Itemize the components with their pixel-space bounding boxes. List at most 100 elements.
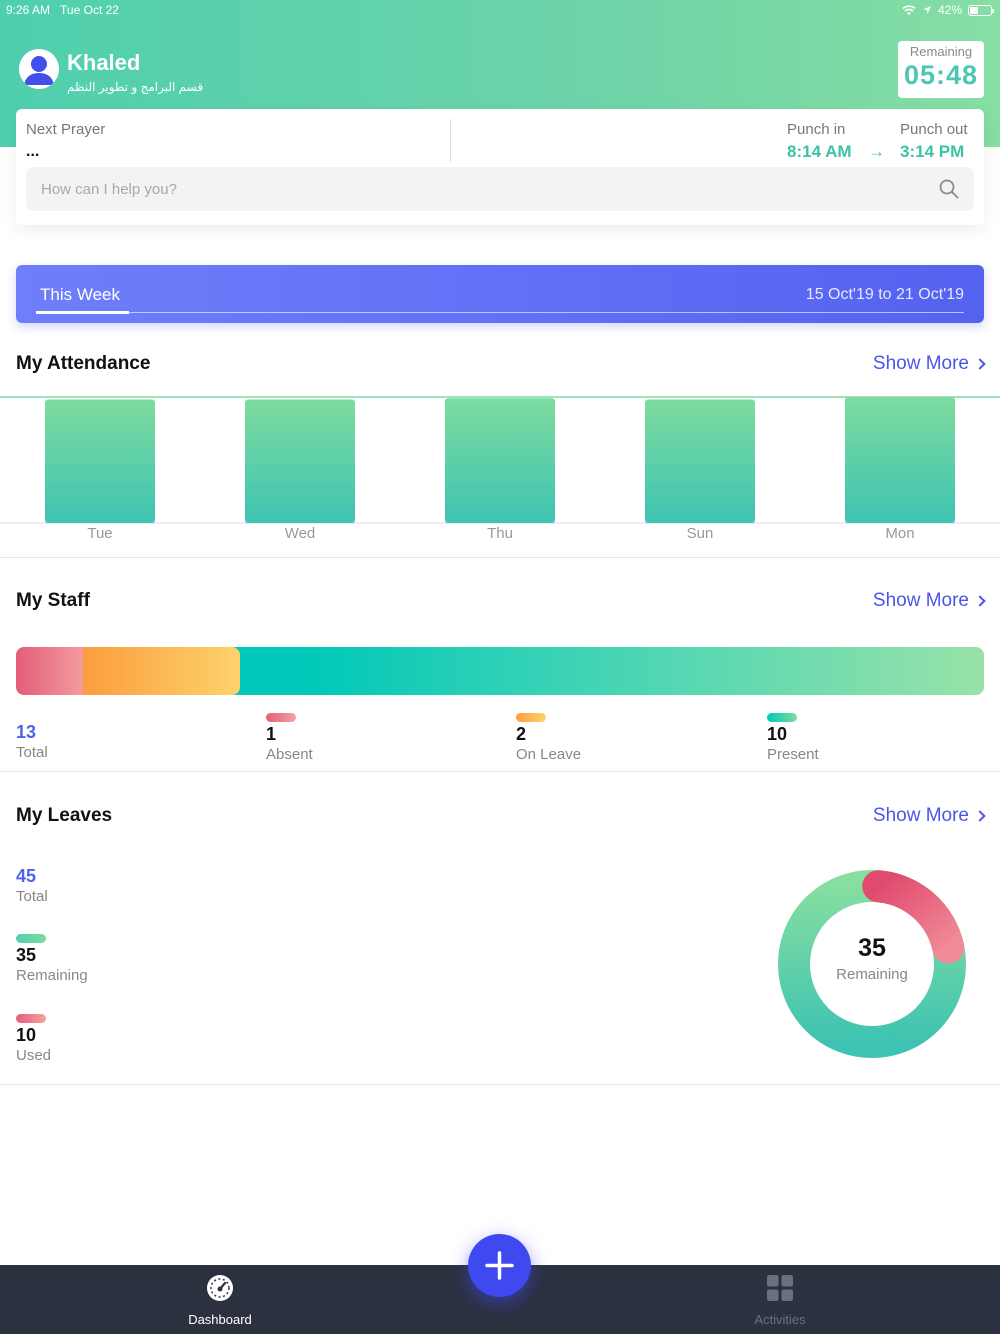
chevron-right-icon <box>974 358 986 370</box>
used-swatch <box>16 1014 46 1023</box>
leaves-used-label: Used <box>16 1047 52 1064</box>
leaves-donut-chart: 35 Remaining <box>778 870 966 1058</box>
grid-icon <box>767 1275 793 1301</box>
staff-status-bar <box>16 647 984 695</box>
staff-bar-on-leave <box>83 647 240 695</box>
status-date: Tue Oct 22 <box>60 3 119 17</box>
next-prayer-value: ... <box>26 143 40 160</box>
leaves-total: 45 Total <box>16 866 48 905</box>
punch-in-time: 8:14 AM <box>787 142 852 161</box>
chevron-right-icon <box>974 810 986 822</box>
tab-dashboard[interactable]: Dashboard <box>110 1265 330 1334</box>
attendance-show-more-label: Show More <box>872 353 969 374</box>
battery-percent: 42% <box>937 3 962 17</box>
avatar[interactable] <box>19 49 59 89</box>
remaining-time: 05:48 <box>903 60 979 90</box>
staff-on-leave: 2 On Leave <box>516 713 581 763</box>
staff-show-more-label: Show More <box>872 590 969 611</box>
search-input[interactable] <box>26 167 926 211</box>
leaves-title: My Leaves <box>16 805 113 826</box>
staff-absent-value: 1 <box>266 724 277 744</box>
info-card: Next Prayer ... Punch in 8:14 AM → Punch… <box>16 109 984 225</box>
tab-activities[interactable]: Activities <box>670 1265 890 1334</box>
section-divider <box>0 557 1000 558</box>
location-icon <box>922 6 931 14</box>
staff-absent: 1 Absent <box>266 713 313 763</box>
staff-total-value: 13 <box>16 722 37 742</box>
on-leave-swatch <box>516 713 546 722</box>
attendance-bar-tue <box>45 399 155 523</box>
chevron-right-icon <box>974 595 986 607</box>
punch-arrow-icon: → <box>868 142 885 161</box>
present-swatch <box>767 713 797 722</box>
week-label: This Week <box>40 285 120 304</box>
attendance-bar-wed <box>245 399 355 523</box>
dashboard-gauge-icon <box>207 1275 233 1301</box>
staff-title: My Staff <box>16 590 90 611</box>
attendance-tick-wed: Wed <box>285 525 316 542</box>
status-indicators: 42% <box>902 3 994 17</box>
staff-absent-label: Absent <box>266 746 313 763</box>
week-track-line <box>36 312 964 313</box>
donut-center-label: Remaining <box>836 966 908 983</box>
user-department: قسم البرامج و تطوير النظم <box>67 80 204 94</box>
punch-out-time: 3:14 PM <box>900 142 965 161</box>
card-divider <box>450 119 451 162</box>
absent-swatch <box>266 713 296 722</box>
wifi-icon <box>902 4 916 15</box>
punch-in-label: Punch in <box>787 121 846 138</box>
tab-dashboard-label: Dashboard <box>188 1312 252 1327</box>
staff-show-more-button[interactable]: Show More <box>872 590 986 612</box>
staff-present: 10 Present <box>767 713 819 763</box>
punch-out-label: Punch out <box>900 121 968 138</box>
staff-on-leave-label: On Leave <box>516 746 582 763</box>
status-time: 9:26 AM Tue Oct 22 <box>6 3 119 17</box>
attendance-show-more-button[interactable]: Show More <box>872 353 986 375</box>
section-divider <box>0 771 1000 772</box>
bottom-tab-bar: Dashboard Activities <box>0 1265 1000 1334</box>
attendance-chart: Tue Wed Thu Sun Mon <box>0 396 1000 542</box>
leaves-show-more-button[interactable]: Show More <box>872 805 986 827</box>
remaining-swatch <box>16 934 46 943</box>
status-bar: 9:26 AM Tue Oct 22 42% <box>0 0 1000 20</box>
donut-center-value: 35 <box>858 934 886 962</box>
attendance-tick-thu: Thu <box>487 525 513 542</box>
staff-bar-present <box>232 647 984 695</box>
week-selector[interactable]: This Week 15 Oct'19 to 21 Oct'19 <box>16 265 984 323</box>
status-clock: 9:26 AM <box>6 3 51 17</box>
attendance-bar-thu <box>445 398 555 523</box>
staff-on-leave-value: 2 <box>516 724 527 744</box>
leaves-remaining-value: 35 <box>16 945 37 965</box>
attendance-tick-tue: Tue <box>87 525 112 542</box>
staff-bar-absent <box>16 647 91 695</box>
search-icon[interactable] <box>938 178 960 200</box>
add-button[interactable] <box>468 1234 531 1297</box>
tab-activities-label: Activities <box>754 1312 806 1327</box>
leaves-total-value: 45 <box>16 866 37 886</box>
next-prayer-label: Next Prayer <box>26 121 106 138</box>
leaves-used: 10 Used <box>16 1014 51 1064</box>
staff-present-label: Present <box>767 746 819 763</box>
leaves-show-more-label: Show More <box>872 805 969 826</box>
attendance-tick-mon: Mon <box>885 525 914 542</box>
user-avatar-icon <box>19 49 59 89</box>
remaining-time-box: Remaining 05:48 <box>898 41 984 98</box>
week-active-underline <box>36 311 129 314</box>
week-date-range: 15 Oct'19 to 21 Oct'19 <box>805 286 964 303</box>
plus-icon <box>485 1251 514 1280</box>
section-divider <box>0 1084 1000 1085</box>
search-box <box>26 167 974 211</box>
staff-total: 13 Total <box>16 722 48 761</box>
leaves-used-value: 10 <box>16 1025 37 1045</box>
user-name: Khaled <box>67 50 141 75</box>
attendance-bar-mon <box>845 397 955 523</box>
remaining-label: Remaining <box>909 44 973 59</box>
donut-used-arc <box>862 870 965 964</box>
staff-present-value: 10 <box>767 724 788 744</box>
leaves-remaining-label: Remaining <box>16 967 88 984</box>
leaves-remaining: 35 Remaining <box>16 934 88 984</box>
attendance-tick-sun: Sun <box>687 525 714 542</box>
attendance-title: My Attendance <box>16 353 151 374</box>
battery-icon <box>968 4 994 16</box>
staff-total-label: Total <box>16 744 48 761</box>
